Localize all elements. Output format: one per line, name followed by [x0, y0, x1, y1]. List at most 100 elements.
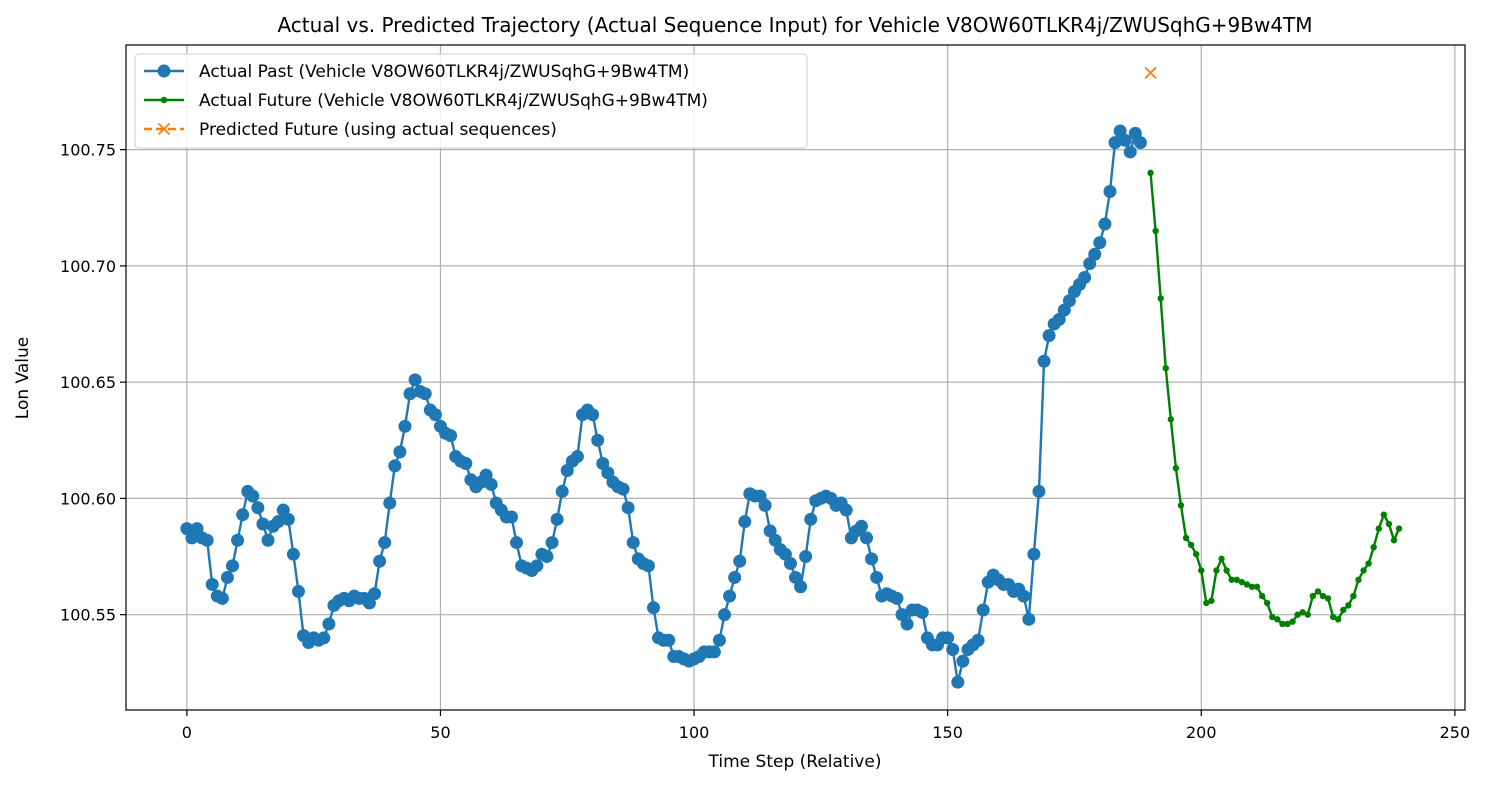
data-point — [444, 429, 458, 443]
data-point — [1162, 364, 1169, 372]
data-point — [1350, 592, 1357, 600]
y-tick-label: 100.70 — [60, 257, 116, 276]
x-tick-label: 50 — [430, 723, 450, 742]
data-point — [1213, 567, 1220, 574]
data-point — [1233, 576, 1240, 583]
data-point — [261, 533, 275, 547]
x-tick-label: 200 — [1186, 723, 1217, 742]
legend-label: Actual Future (Vehicle V8OW60TLKR4j/ZWUS… — [199, 91, 708, 111]
data-point — [1370, 544, 1377, 551]
legend-entry: Actual Future (Vehicle V8OW60TLKR4j/ZWUS… — [144, 91, 708, 111]
data-point — [733, 554, 747, 568]
data-point — [586, 408, 600, 422]
data-point — [1304, 611, 1311, 618]
data-point — [1182, 534, 1190, 542]
data-point — [368, 587, 382, 601]
data-point — [1192, 551, 1200, 558]
data-point — [1032, 484, 1046, 498]
data-point — [712, 633, 726, 647]
data-point — [794, 580, 808, 594]
legend-entry: Actual Past (Vehicle V8OW60TLKR4j/ZWUSqh… — [144, 62, 689, 82]
data-point — [1314, 588, 1322, 595]
data-point — [1360, 567, 1367, 574]
data-point — [1335, 616, 1342, 623]
y-axis: 100.55 100.60 100.65 100.70 100.75 — [60, 141, 126, 625]
y-axis-label: Lon Value — [13, 337, 33, 419]
data-point — [626, 536, 640, 550]
data-point — [220, 570, 234, 584]
chart-title: Actual vs. Predicted Trajectory (Actual … — [277, 13, 1312, 37]
data-point — [1017, 589, 1031, 603]
data-point — [1253, 583, 1261, 590]
data-point — [1093, 236, 1107, 250]
data-point — [799, 550, 813, 564]
data-point — [1078, 271, 1092, 285]
data-point — [1365, 560, 1372, 567]
data-point — [484, 477, 498, 491]
data-point — [510, 536, 524, 550]
data-point — [1118, 133, 1132, 147]
data-point — [530, 559, 544, 573]
data-point — [1177, 502, 1185, 509]
data-point — [956, 654, 970, 668]
x-marker-stroke — [157, 122, 171, 136]
legend-marker — [160, 96, 168, 104]
data-point — [1375, 525, 1382, 532]
data-point — [1385, 520, 1393, 528]
x-tick-label: 250 — [1440, 723, 1471, 742]
series-2 — [1144, 66, 1157, 80]
data-point — [226, 559, 240, 573]
data-point — [246, 489, 260, 503]
y-tick-label: 100.65 — [60, 373, 116, 392]
data-point — [1294, 611, 1301, 618]
data-point — [890, 591, 904, 605]
data-point — [1248, 583, 1256, 590]
y-tick-label: 100.75 — [60, 141, 116, 160]
x-axis: 0 50 100 150 200 250 — [182, 710, 1470, 742]
legend: Actual Past (Vehicle V8OW60TLKR4j/ZWUSqh… — [134, 53, 808, 149]
series-1 — [1147, 169, 1403, 628]
data-point — [723, 589, 737, 603]
data-point — [717, 608, 731, 622]
data-point — [408, 373, 422, 387]
data-point — [900, 617, 914, 631]
legend-entry: Predicted Future (using actual sequences… — [144, 120, 557, 140]
data-point — [1208, 597, 1215, 604]
x-marker-stroke — [1144, 66, 1157, 80]
data-point — [621, 501, 635, 515]
x-tick-label: 150 — [932, 723, 963, 742]
data-point — [1144, 66, 1157, 80]
legend-box — [134, 53, 808, 149]
data-point — [915, 605, 929, 619]
data-point — [1340, 606, 1347, 614]
data-point — [383, 496, 397, 510]
data-point — [1263, 599, 1271, 607]
data-point — [1324, 595, 1332, 602]
data-point — [205, 577, 219, 591]
data-point — [1167, 416, 1175, 423]
data-point — [1228, 576, 1235, 583]
data-point — [373, 554, 387, 568]
data-point — [865, 552, 879, 566]
series-0 — [180, 124, 1147, 689]
data-point — [236, 508, 250, 522]
data-point — [1299, 609, 1306, 616]
data-point — [783, 557, 797, 571]
data-point — [271, 515, 285, 529]
data-point — [839, 503, 853, 517]
plot-area — [125, 44, 1466, 711]
data-point — [1152, 227, 1159, 235]
data-point — [1279, 620, 1286, 628]
data-point — [378, 536, 392, 550]
data-point — [641, 559, 655, 573]
data-point — [1274, 616, 1281, 623]
data-point — [1390, 537, 1398, 544]
data-point — [322, 617, 336, 631]
data-point — [1203, 599, 1210, 607]
data-point — [1037, 354, 1051, 368]
legend-label: Actual Past (Vehicle V8OW60TLKR4j/ZWUSqh… — [199, 62, 689, 82]
data-point — [1345, 602, 1352, 609]
data-point — [870, 570, 884, 584]
data-point — [1395, 525, 1403, 532]
